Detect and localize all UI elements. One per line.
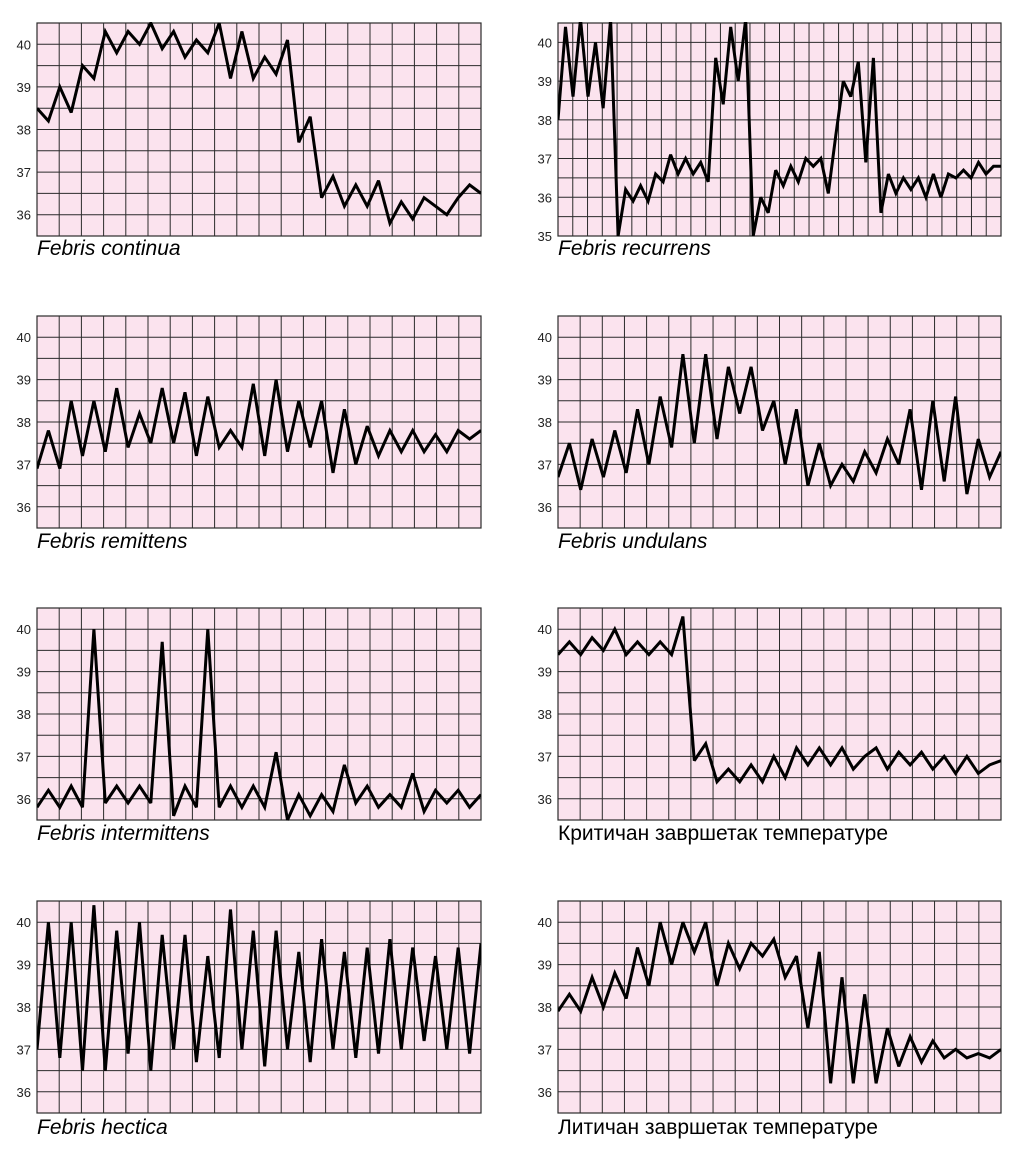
y-tick-label: 37: [538, 749, 552, 764]
chart-caption: Febris continua: [37, 237, 181, 260]
y-tick-label: 36: [17, 1085, 31, 1100]
y-tick-label: 38: [538, 113, 552, 128]
plot-frame: [557, 22, 1002, 237]
temperature-series-line: [37, 379, 481, 474]
chart-panel-2: 35 36 37 38 39 40 Febris recurrens: [538, 22, 1002, 260]
chart-caption: Критичан завршетак температуре: [558, 822, 888, 845]
y-tick-label: 37: [17, 165, 31, 180]
y-tick-label: 37: [538, 152, 552, 167]
chart-caption: Febris recurrens: [558, 237, 711, 260]
plot-frame: [36, 607, 482, 821]
y-tick-label: 36: [538, 500, 552, 515]
y-tick-label: 36: [17, 500, 31, 515]
temperature-series-line: [37, 22, 481, 228]
y-tick-label: 38: [538, 1000, 552, 1015]
y-tick-label: 39: [538, 665, 552, 680]
chart-caption: Febris intermittens: [37, 822, 210, 845]
chart-panel-1: 36 37 38 39 40 Febris continua: [17, 22, 482, 260]
chart-panel-6: 36 37 38 39 40 Критичан завршетак температуре: [538, 607, 1002, 845]
plot-frame: [36, 22, 482, 237]
y-tick-label: 36: [538, 1085, 552, 1100]
temperature-series-line: [558, 616, 1001, 785]
y-tick-label: 37: [17, 1042, 31, 1057]
temperature-series-line: [558, 22, 1001, 237]
y-tick-label: 36: [17, 208, 31, 223]
chart-panel-4: 36 37 38 39 40 Febris undulans: [538, 315, 1002, 553]
y-tick-label: 39: [17, 80, 31, 95]
y-tick-label: 39: [17, 958, 31, 973]
chart-caption: Febris undulans: [558, 530, 708, 553]
y-tick-label: 40: [538, 330, 552, 345]
y-tick-label: 40: [17, 330, 31, 345]
chart-panel-7: 36 37 38 39 40 Febris hectica: [17, 900, 482, 1139]
y-tick-label: 39: [538, 958, 552, 973]
y-tick-label: 36: [538, 190, 552, 205]
plot-frame: [557, 315, 1002, 529]
y-tick-label: 36: [17, 792, 31, 807]
temperature-series-line: [37, 629, 481, 821]
y-tick-label: 38: [538, 415, 552, 430]
y-tick-label: 38: [17, 415, 31, 430]
y-tick-label: 38: [17, 1000, 31, 1015]
y-tick-label: 35: [538, 229, 552, 244]
temperature-series-line: [558, 921, 1001, 1084]
y-tick-label: 40: [17, 622, 31, 637]
chart-caption: Febris remittens: [37, 530, 188, 553]
plot-frame: [557, 607, 1002, 821]
temperature-series-line: [37, 905, 481, 1071]
y-tick-label: 40: [17, 915, 31, 930]
y-tick-label: 39: [538, 74, 552, 89]
plot-frame: [36, 900, 482, 1114]
y-tick-label: 36: [538, 792, 552, 807]
y-tick-label: 37: [17, 457, 31, 472]
y-tick-label: 39: [538, 373, 552, 388]
y-tick-label: 37: [17, 749, 31, 764]
y-tick-label: 37: [538, 1042, 552, 1057]
chart-panel-8: 36 37 38 39 40 Литичан завршетак температуре: [538, 900, 1002, 1139]
y-tick-label: 39: [17, 665, 31, 680]
y-tick-label: 40: [538, 622, 552, 637]
temperature-series-line: [558, 354, 1001, 495]
y-tick-label: 40: [17, 37, 31, 52]
chart-panel-3: 36 37 38 39 40 Febris remittens: [17, 315, 482, 553]
y-tick-label: 40: [538, 915, 552, 930]
y-tick-label: 38: [17, 123, 31, 138]
chart-caption: Литичан завршетак температуре: [558, 1116, 878, 1139]
plot-frame: [36, 315, 482, 529]
plot-frame: [557, 900, 1002, 1114]
y-tick-label: 38: [17, 707, 31, 722]
y-tick-label: 37: [538, 457, 552, 472]
chart-caption: Febris hectica: [37, 1116, 168, 1139]
y-tick-label: 38: [538, 707, 552, 722]
y-tick-label: 39: [17, 373, 31, 388]
chart-panel-5: 36 37 38 39 40 Febris intermittens: [17, 607, 482, 845]
y-tick-label: 40: [538, 35, 552, 50]
